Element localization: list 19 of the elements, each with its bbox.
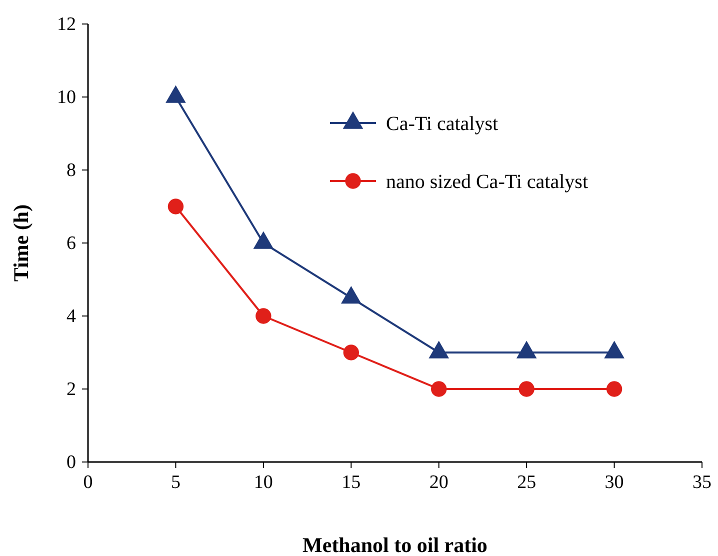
y-tick-label: 12 bbox=[57, 14, 76, 35]
y-tick-label: 6 bbox=[66, 233, 76, 254]
x-tick-label: 10 bbox=[254, 472, 273, 493]
x-tick-label: 0 bbox=[83, 472, 93, 493]
x-tick-label: 15 bbox=[342, 472, 361, 493]
legend-label: nano sized Ca-Ti catalyst bbox=[386, 171, 588, 193]
y-tick-label: 2 bbox=[66, 379, 76, 400]
y-tick-label: 8 bbox=[66, 160, 76, 181]
y-tick-label: 4 bbox=[66, 306, 76, 327]
y-tick-label: 10 bbox=[57, 87, 76, 108]
x-tick-label: 20 bbox=[429, 472, 448, 493]
x-tick-label: 5 bbox=[170, 472, 180, 493]
y-axis-title: Time (h) bbox=[9, 204, 33, 282]
x-tick-label: 35 bbox=[692, 472, 712, 493]
x-axis-title: Methanol to oil ratio bbox=[302, 533, 488, 556]
y-tick-label: 0 bbox=[66, 452, 76, 473]
x-tick-label: 30 bbox=[604, 472, 624, 493]
legend-label: Ca-Ti catalyst bbox=[386, 113, 498, 135]
x-tick-label: 25 bbox=[517, 472, 536, 493]
